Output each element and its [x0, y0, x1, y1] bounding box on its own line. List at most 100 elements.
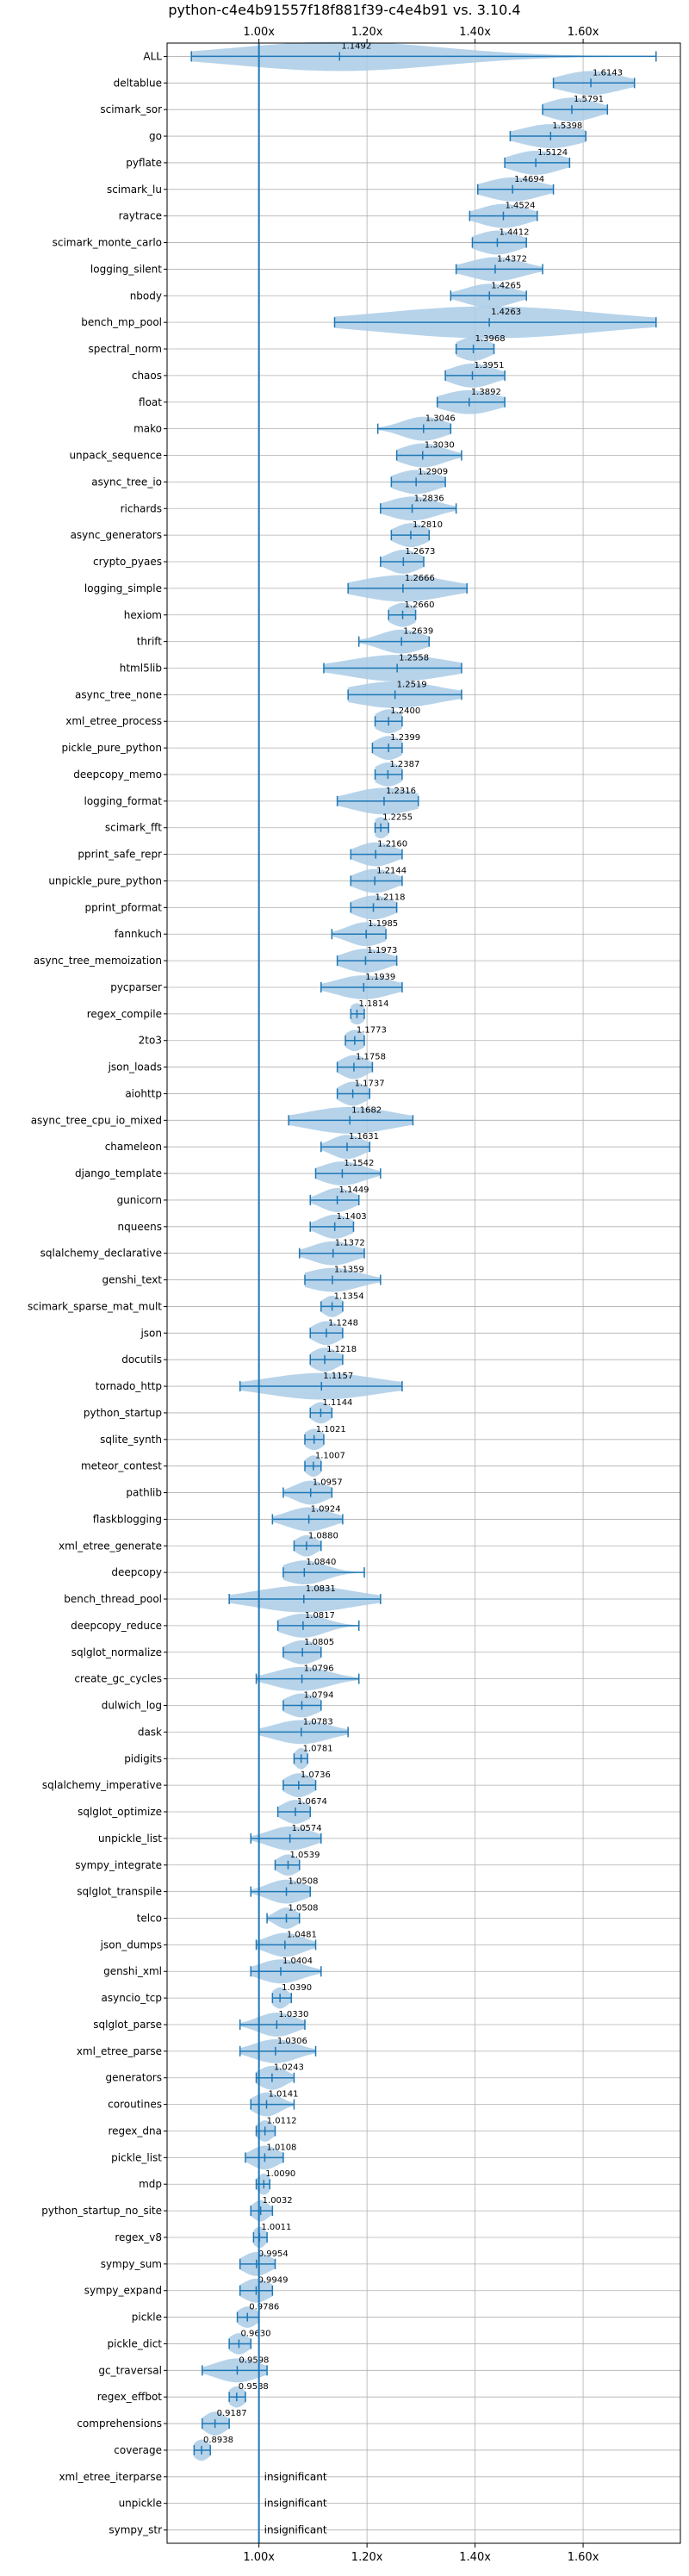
mean-data-label: 1.2666 [405, 574, 435, 583]
mean-data-label: 1.0840 [306, 1558, 336, 1567]
benchmark-label: aiohttp [125, 1087, 162, 1099]
mean-data-label: 0.9187 [217, 2409, 247, 2418]
benchmark-label: sqlglot_parse [93, 2019, 162, 2031]
benchmark-label: genshi_xml [103, 1965, 162, 1977]
benchmark-label: pycparser [110, 981, 162, 993]
benchmark-label: sqlglot_optimize [78, 1806, 162, 1818]
benchmark-label: mdp [139, 2178, 162, 2190]
benchmark-label: asyncio_tcp [101, 1992, 162, 2004]
benchmark-label: crypto_pyaes [93, 556, 162, 568]
mean-data-label: 0.9630 [240, 2329, 270, 2338]
benchmark-label: python_startup [84, 1407, 162, 1419]
mean-data-label: 1.3892 [471, 388, 501, 397]
benchmark-label: regex_effbot [97, 2391, 163, 2403]
benchmark-label: nbody [130, 289, 162, 302]
benchmark-label: django_template [75, 1167, 162, 1179]
mean-data-label: 0.8938 [203, 2436, 233, 2445]
mean-data-label: 1.1939 [365, 973, 395, 982]
benchmark-label: pickle [132, 2312, 162, 2324]
mean-data-label: 1.2316 [386, 787, 416, 796]
benchmark-label: pprint_safe_repr [78, 849, 162, 861]
mean-data-label: 1.0090 [265, 2169, 295, 2179]
chart-title: python-c4e4b91557f18f881f39-c4e4b91 vs. … [168, 2, 520, 18]
mean-data-label: 1.0404 [282, 1957, 313, 1966]
mean-data-label: 1.0508 [289, 1877, 319, 1887]
benchmark-label: unpickle [119, 2498, 162, 2510]
benchmark-label: docutils [121, 1353, 162, 1366]
mean-data-label: 1.2255 [382, 813, 413, 823]
benchmark-label: json_loads [108, 1061, 162, 1073]
benchmark-label: comprehensions [77, 2417, 162, 2430]
mean-data-label: 1.4524 [505, 202, 535, 211]
mean-data-label: 1.0674 [297, 1797, 327, 1807]
benchmark-label: create_gc_cycles [74, 1673, 162, 1685]
mean-data-label: 1.3046 [425, 414, 456, 424]
mean-data-label: 1.0108 [266, 2143, 296, 2152]
benchmark-label: async_tree_memoization [34, 955, 162, 967]
insignificant-label: insignificant [264, 2498, 327, 2510]
mean-data-label: 1.0011 [261, 2223, 291, 2232]
benchmark-label: regex_v8 [115, 2231, 162, 2243]
mean-data-label: 1.1359 [334, 1266, 364, 1275]
benchmark-label: xml_etree_iterparse [59, 2471, 162, 2483]
benchmark-label: pickle_pure_python [62, 742, 162, 754]
mean-data-label: 1.5398 [552, 121, 582, 131]
benchmark-label: deltablue [114, 77, 162, 89]
benchmark-label: async_tree_cpu_io_mixed [31, 1114, 162, 1126]
mean-data-label: 1.2387 [389, 760, 419, 769]
mean-data-label: 0.9598 [239, 2355, 269, 2365]
mean-data-label: 1.1144 [322, 1398, 352, 1408]
benchmark-label: bench_mp_pool [81, 316, 162, 328]
benchmark-label: raytrace [119, 210, 162, 222]
benchmark-label: async_tree_none [75, 688, 162, 700]
benchmark-label: deepcopy_reduce [71, 1620, 162, 1632]
benchmark-label: tornado_http [96, 1380, 162, 1392]
benchmark-label: logging_format [84, 795, 162, 807]
benchmark-label: sympy_integrate [75, 1859, 162, 1871]
mean-data-label: 1.2399 [390, 733, 420, 743]
mean-data-label: 0.9588 [239, 2382, 269, 2392]
benchmark-label: nqueens [118, 1221, 162, 1233]
benchmark-label: dask [138, 1726, 162, 1738]
benchmark-label: xml_etree_parse [77, 2045, 162, 2057]
mean-data-label: 1.5124 [537, 148, 568, 158]
benchmark-label: sqlglot_transpile [77, 1886, 162, 1898]
benchmark-label: sympy_expand [84, 2285, 162, 2297]
mean-data-label: 0.9949 [258, 2276, 288, 2286]
mean-data-label: 1.2660 [405, 600, 435, 610]
benchmark-label: flaskblogging [93, 1513, 162, 1525]
benchmark-label: mako [133, 423, 162, 435]
mean-data-label: 1.0781 [303, 1744, 333, 1753]
benchmark-label: go [149, 130, 162, 142]
violin-layer [190, 41, 657, 2461]
benchmark-label: pyflate [126, 157, 162, 169]
benchmark-label: fannkuch [115, 928, 162, 940]
mean-data-label: 1.2909 [418, 467, 448, 476]
benchmark-label: deepcopy_memo [73, 768, 162, 781]
mean-data-label: 1.0141 [268, 2090, 298, 2100]
benchmark-label: regex_compile [87, 1008, 162, 1020]
grid-layer [167, 43, 680, 2543]
benchmark-label: genshi_text [102, 1274, 163, 1286]
benchmark-label: chameleon [105, 1141, 162, 1153]
benchmark-label: telco [137, 1913, 162, 1925]
mean-data-label: 1.1542 [344, 1159, 374, 1168]
mean-data-label: 1.1737 [355, 1079, 385, 1088]
label-layer: ALL 1.1492 deltablue 1.6143 scimark_sor 1.579… [28, 41, 623, 2536]
benchmark-label: coroutines [108, 2099, 162, 2111]
mean-data-label: 1.4263 [491, 308, 521, 317]
benchmark-label: scimark_monte_carlo [53, 237, 162, 249]
benchmark-label: dulwich_log [102, 1700, 162, 1712]
benchmark-label: meteor_contest [81, 1460, 162, 1472]
top-tick-label: 1.00x [243, 26, 275, 39]
benchmark-label: async_generators [71, 529, 162, 541]
benchmark-label: regex_dna [108, 2125, 162, 2137]
mean-data-label: 1.1021 [316, 1425, 346, 1434]
benchmark-label: unpickle_list [98, 1832, 162, 1845]
mean-data-label: 1.2144 [376, 866, 407, 875]
benchmark-label: spectral_norm [88, 343, 162, 355]
benchmark-label: deepcopy [111, 1566, 162, 1578]
mean-data-label: 1.4372 [497, 254, 527, 264]
mean-data-label: 1.0794 [303, 1691, 333, 1701]
